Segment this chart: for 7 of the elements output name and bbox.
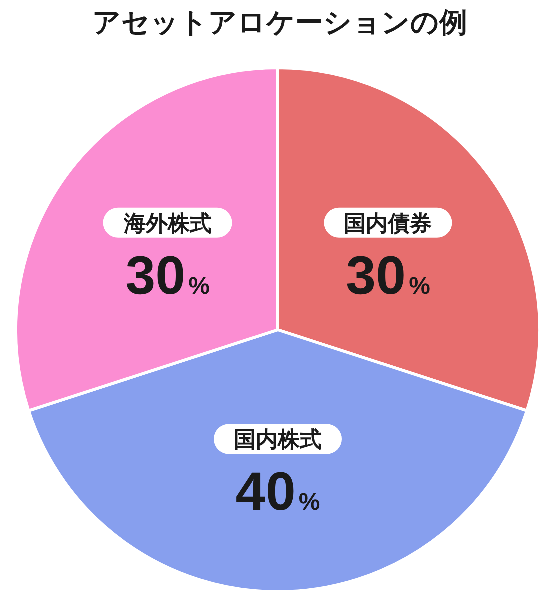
- chart-title: アセットアロケーションの例: [92, 7, 468, 38]
- data-label: 30%: [346, 246, 430, 306]
- slice-label: 海外株式: [122, 210, 212, 236]
- data-label: 40%: [236, 462, 320, 522]
- slice-label: 国内株式: [234, 427, 322, 452]
- slice-label: 国内債券: [344, 210, 432, 236]
- data-label: 30%: [126, 246, 210, 306]
